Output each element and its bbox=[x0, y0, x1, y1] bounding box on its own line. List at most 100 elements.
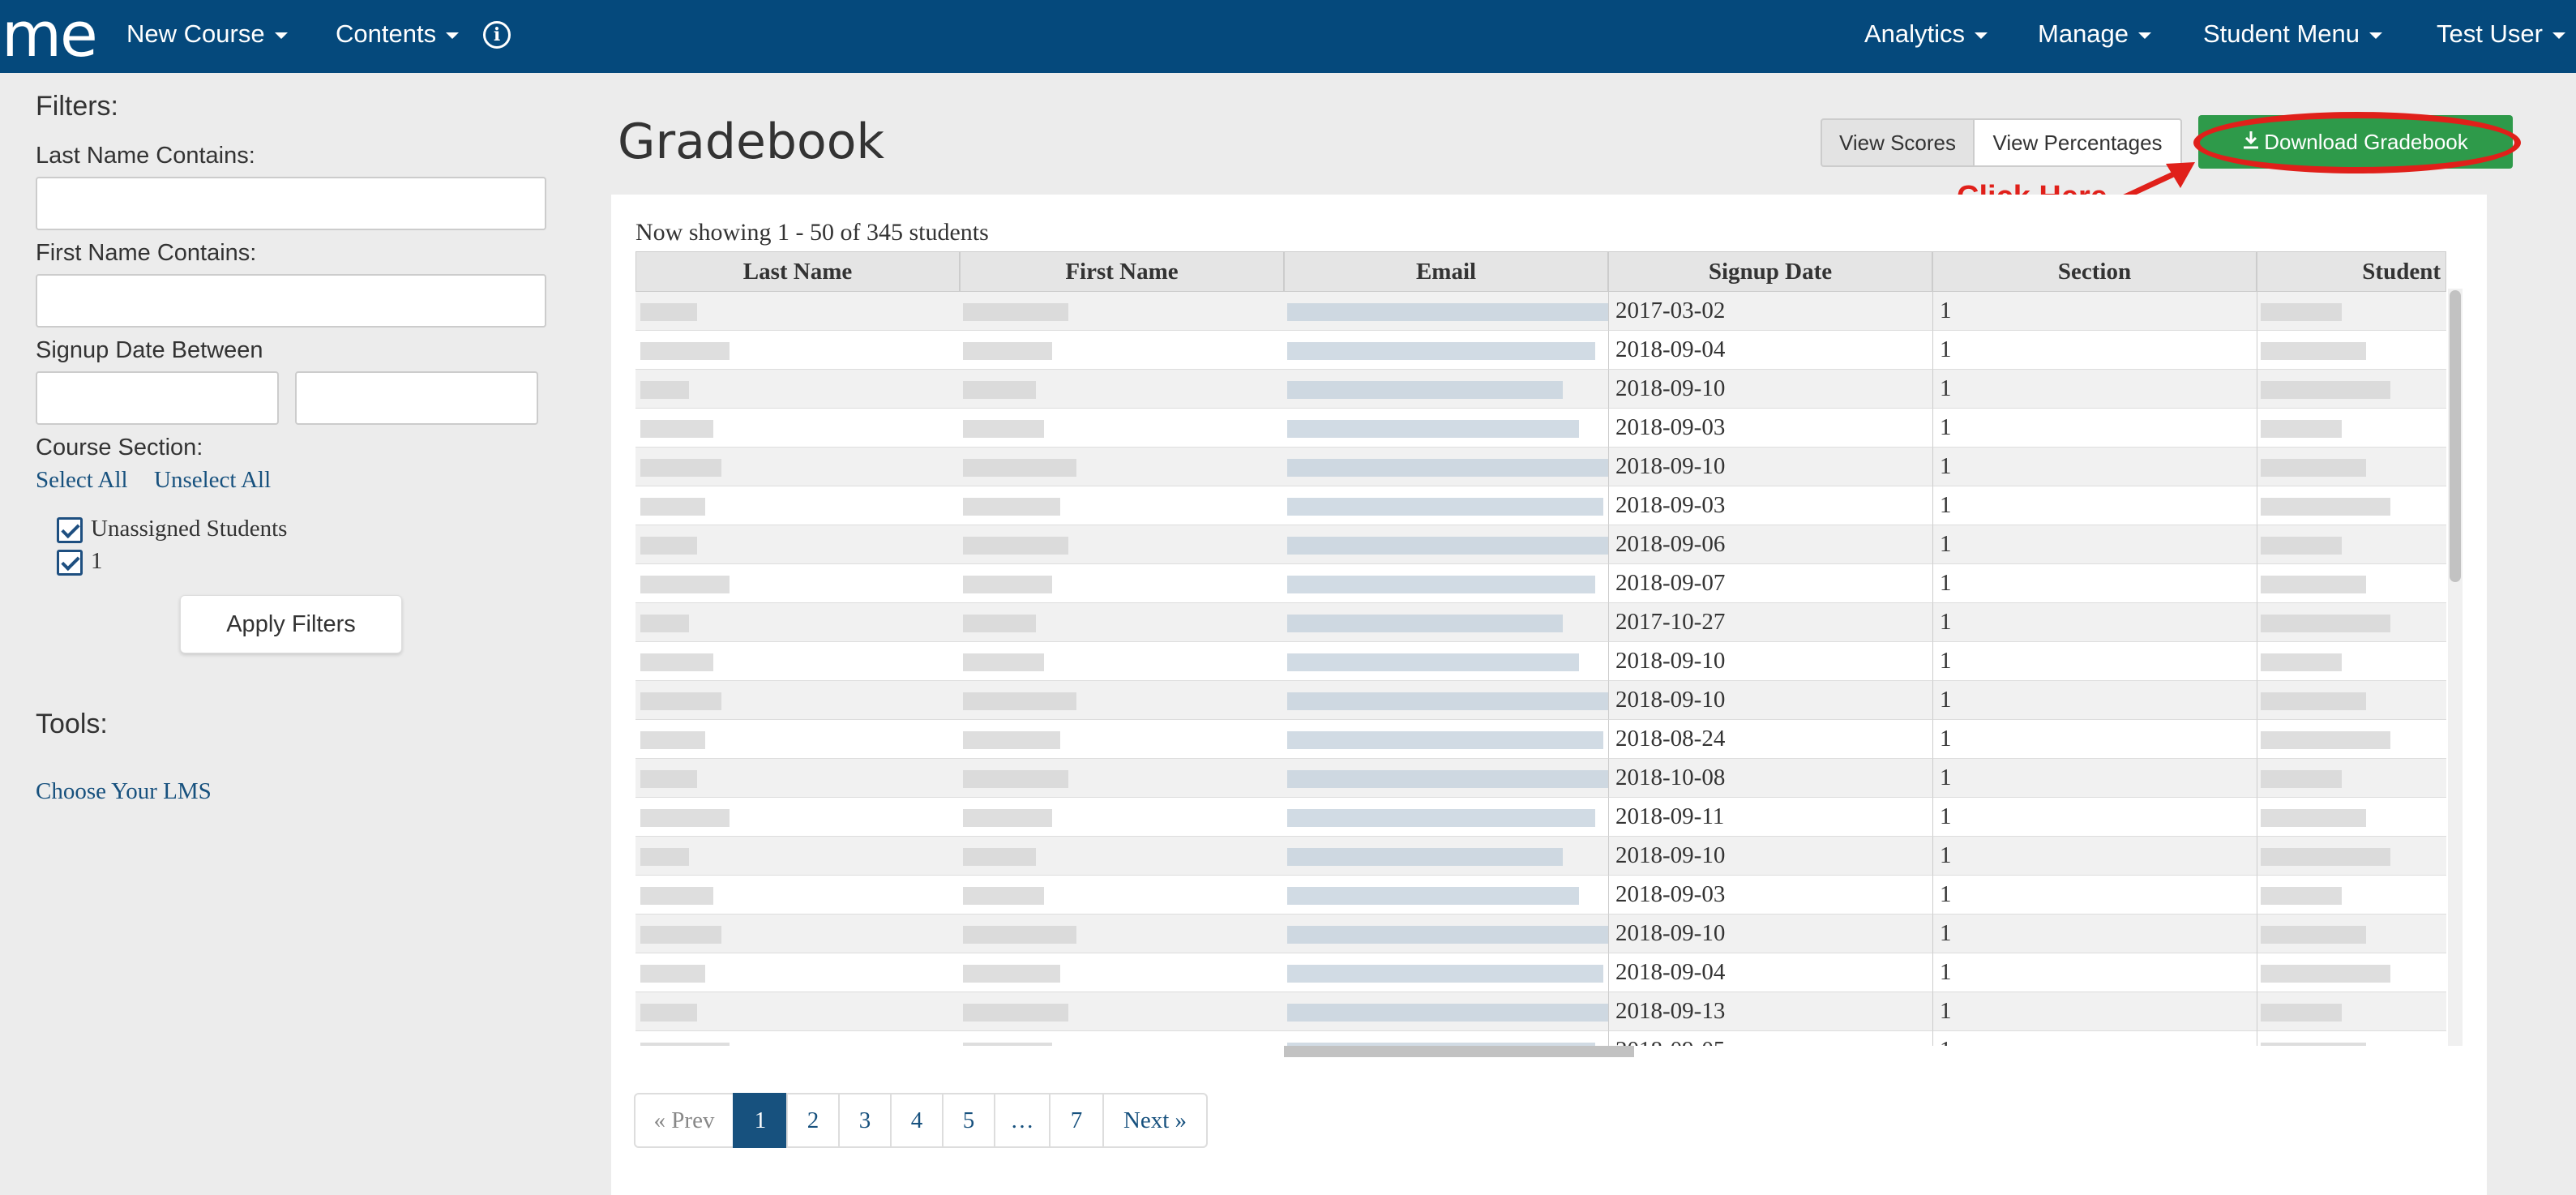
chevron-down-icon bbox=[2552, 32, 2565, 39]
redacted-block bbox=[2261, 809, 2366, 827]
redacted-block bbox=[640, 770, 697, 788]
table-row[interactable]: 2018-09-11 1 bbox=[635, 798, 2446, 837]
last-name-cell bbox=[635, 837, 960, 876]
email-cell bbox=[1284, 798, 1608, 837]
student-cell bbox=[2257, 292, 2446, 331]
chevron-down-icon bbox=[2138, 32, 2152, 39]
col-last-name[interactable]: Last Name bbox=[635, 251, 960, 292]
table-row[interactable]: 2018-09-10 1 bbox=[635, 681, 2446, 720]
first-name-cell bbox=[960, 837, 1284, 876]
table-row[interactable]: 2018-09-10 1 bbox=[635, 642, 2446, 681]
apply-filters-button[interactable]: Apply Filters bbox=[180, 595, 402, 653]
redacted-block bbox=[1287, 731, 1603, 749]
unselect-all-link[interactable]: Unselect All bbox=[154, 467, 272, 493]
nav-student-menu[interactable]: Student Menu bbox=[2203, 0, 2383, 73]
redacted-block bbox=[2261, 887, 2342, 905]
col-student[interactable]: Student bbox=[2257, 251, 2446, 292]
redacted-block bbox=[1287, 303, 1608, 321]
prev-page-button[interactable]: « Prev bbox=[634, 1093, 734, 1148]
last-name-cell bbox=[635, 720, 960, 759]
redacted-block bbox=[963, 615, 1036, 632]
table-row[interactable]: 2018-09-06 1 bbox=[635, 525, 2446, 564]
redacted-block bbox=[963, 381, 1036, 399]
page-button[interactable]: 4 bbox=[890, 1093, 944, 1148]
redacted-block bbox=[963, 965, 1060, 983]
col-first-name[interactable]: First Name bbox=[960, 251, 1284, 292]
table-row[interactable]: 2018-10-08 1 bbox=[635, 759, 2446, 798]
redacted-block bbox=[963, 537, 1068, 555]
page-button[interactable]: 3 bbox=[838, 1093, 892, 1148]
table-row[interactable]: 2018-09-10 1 bbox=[635, 448, 2446, 486]
col-section[interactable]: Section bbox=[1932, 251, 2257, 292]
info-icon[interactable]: i bbox=[483, 21, 511, 49]
page-button[interactable]: 1 bbox=[733, 1093, 788, 1148]
section-cell: 1 bbox=[1932, 914, 2257, 953]
redacted-block bbox=[2261, 1004, 2342, 1022]
section-cell: 1 bbox=[1932, 876, 2257, 914]
section-checkbox-1[interactable] bbox=[57, 550, 83, 576]
signup-date-cell: 2018-09-03 bbox=[1608, 486, 1932, 525]
student-cell bbox=[2257, 642, 2446, 681]
student-cell bbox=[2257, 486, 2446, 525]
chevron-down-icon bbox=[1975, 32, 1988, 39]
redacted-block bbox=[963, 887, 1044, 905]
table-row[interactable]: 2018-09-10 1 bbox=[635, 370, 2446, 409]
page-button[interactable]: 2 bbox=[786, 1093, 840, 1148]
last-name-cell bbox=[635, 409, 960, 448]
section-cell: 1 bbox=[1932, 409, 2257, 448]
email-cell bbox=[1284, 603, 1608, 642]
student-cell bbox=[2257, 720, 2446, 759]
nav-new-course[interactable]: New Course bbox=[126, 0, 288, 73]
redacted-block bbox=[640, 965, 705, 983]
view-scores-button[interactable]: View Scores bbox=[1821, 118, 1975, 167]
section-checkbox-unassigned[interactable] bbox=[57, 517, 83, 543]
horizontal-scroll-thumb[interactable] bbox=[1284, 1046, 1634, 1057]
table-row[interactable]: 2018-09-10 1 bbox=[635, 914, 2446, 953]
col-email[interactable]: Email bbox=[1284, 251, 1608, 292]
signup-start-input[interactable] bbox=[36, 371, 279, 425]
table-row[interactable]: 2018-08-24 1 bbox=[635, 720, 2446, 759]
view-percentages-button[interactable]: View Percentages bbox=[1973, 118, 2182, 167]
table-row[interactable]: 2018-09-03 1 bbox=[635, 486, 2446, 525]
table-row[interactable]: 2018-09-04 1 bbox=[635, 331, 2446, 370]
first-name-input[interactable] bbox=[36, 274, 546, 328]
redacted-block bbox=[963, 692, 1076, 710]
vertical-scroll-thumb[interactable] bbox=[2450, 290, 2461, 582]
redacted-block bbox=[1287, 770, 1608, 788]
next-page-button[interactable]: Next » bbox=[1102, 1093, 1208, 1148]
col-signup-date[interactable]: Signup Date bbox=[1608, 251, 1932, 292]
last-name-cell bbox=[635, 876, 960, 914]
section-cell: 1 bbox=[1932, 642, 2257, 681]
redacted-block bbox=[2261, 731, 2390, 749]
redacted-block bbox=[640, 887, 713, 905]
table-row[interactable]: 2018-09-07 1 bbox=[635, 564, 2446, 603]
app-logo[interactable]: me bbox=[2, 0, 98, 71]
student-cell bbox=[2257, 409, 2446, 448]
table-row[interactable]: 2018-09-13 1 bbox=[635, 992, 2446, 1031]
page-button[interactable]: 7 bbox=[1049, 1093, 1104, 1148]
nav-manage-label: Manage bbox=[2038, 19, 2129, 48]
table-row[interactable]: 2017-10-27 1 bbox=[635, 603, 2446, 642]
redacted-block bbox=[1287, 537, 1608, 555]
nav-user-menu[interactable]: Test User bbox=[2437, 0, 2565, 73]
redacted-block bbox=[1287, 965, 1603, 983]
table-row[interactable]: 2017-03-02 1 bbox=[635, 292, 2446, 331]
redacted-block bbox=[963, 848, 1036, 866]
table-row[interactable]: 2018-09-10 1 bbox=[635, 837, 2446, 876]
table-row[interactable]: 2018-09-03 1 bbox=[635, 876, 2446, 914]
email-cell bbox=[1284, 370, 1608, 409]
signup-end-input[interactable] bbox=[295, 371, 538, 425]
last-name-cell bbox=[635, 292, 960, 331]
table-row[interactable]: 2018-09-04 1 bbox=[635, 953, 2446, 992]
nav-analytics[interactable]: Analytics bbox=[1864, 0, 1988, 73]
page-button[interactable]: 5 bbox=[942, 1093, 995, 1148]
select-all-link[interactable]: Select All bbox=[36, 467, 128, 493]
last-name-input[interactable] bbox=[36, 177, 546, 230]
nav-contents[interactable]: Contents bbox=[336, 0, 460, 73]
table-row[interactable]: 2018-09-03 1 bbox=[635, 409, 2446, 448]
choose-lms-link[interactable]: Choose Your LMS bbox=[36, 778, 212, 804]
last-name-cell bbox=[635, 525, 960, 564]
gradebook-table[interactable]: Last Name First Name Email Signup Date S… bbox=[635, 251, 2446, 1046]
table-row[interactable]: 2018-09-051 bbox=[635, 1031, 2446, 1046]
nav-manage[interactable]: Manage bbox=[2038, 0, 2152, 73]
